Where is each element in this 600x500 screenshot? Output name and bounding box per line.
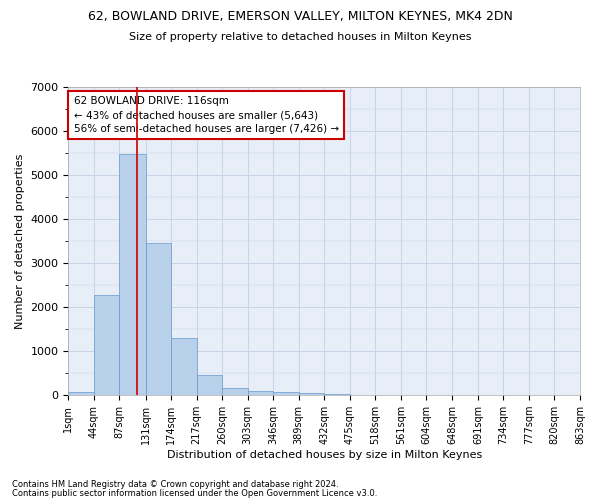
Bar	[222, 388, 248, 395]
Text: 62 BOWLAND DRIVE: 116sqm
← 43% of detached houses are smaller (5,643)
56% of sem: 62 BOWLAND DRIVE: 116sqm ← 43% of detach…	[74, 96, 338, 134]
Text: Contains HM Land Registry data © Crown copyright and database right 2024.: Contains HM Land Registry data © Crown c…	[12, 480, 338, 489]
Text: Size of property relative to detached houses in Milton Keynes: Size of property relative to detached ho…	[129, 32, 471, 42]
Bar	[197, 375, 222, 395]
Bar	[324, 394, 350, 395]
Bar	[119, 154, 146, 395]
Bar	[299, 393, 324, 395]
Text: Contains public sector information licensed under the Open Government Licence v3: Contains public sector information licen…	[12, 488, 377, 498]
Y-axis label: Number of detached properties: Number of detached properties	[15, 154, 25, 329]
Bar	[273, 392, 299, 395]
Bar	[146, 243, 171, 395]
Bar	[68, 392, 94, 395]
Text: 62, BOWLAND DRIVE, EMERSON VALLEY, MILTON KEYNES, MK4 2DN: 62, BOWLAND DRIVE, EMERSON VALLEY, MILTO…	[88, 10, 512, 23]
Bar	[171, 338, 197, 395]
X-axis label: Distribution of detached houses by size in Milton Keynes: Distribution of detached houses by size …	[167, 450, 482, 460]
Bar	[248, 391, 273, 395]
Bar	[94, 295, 119, 395]
